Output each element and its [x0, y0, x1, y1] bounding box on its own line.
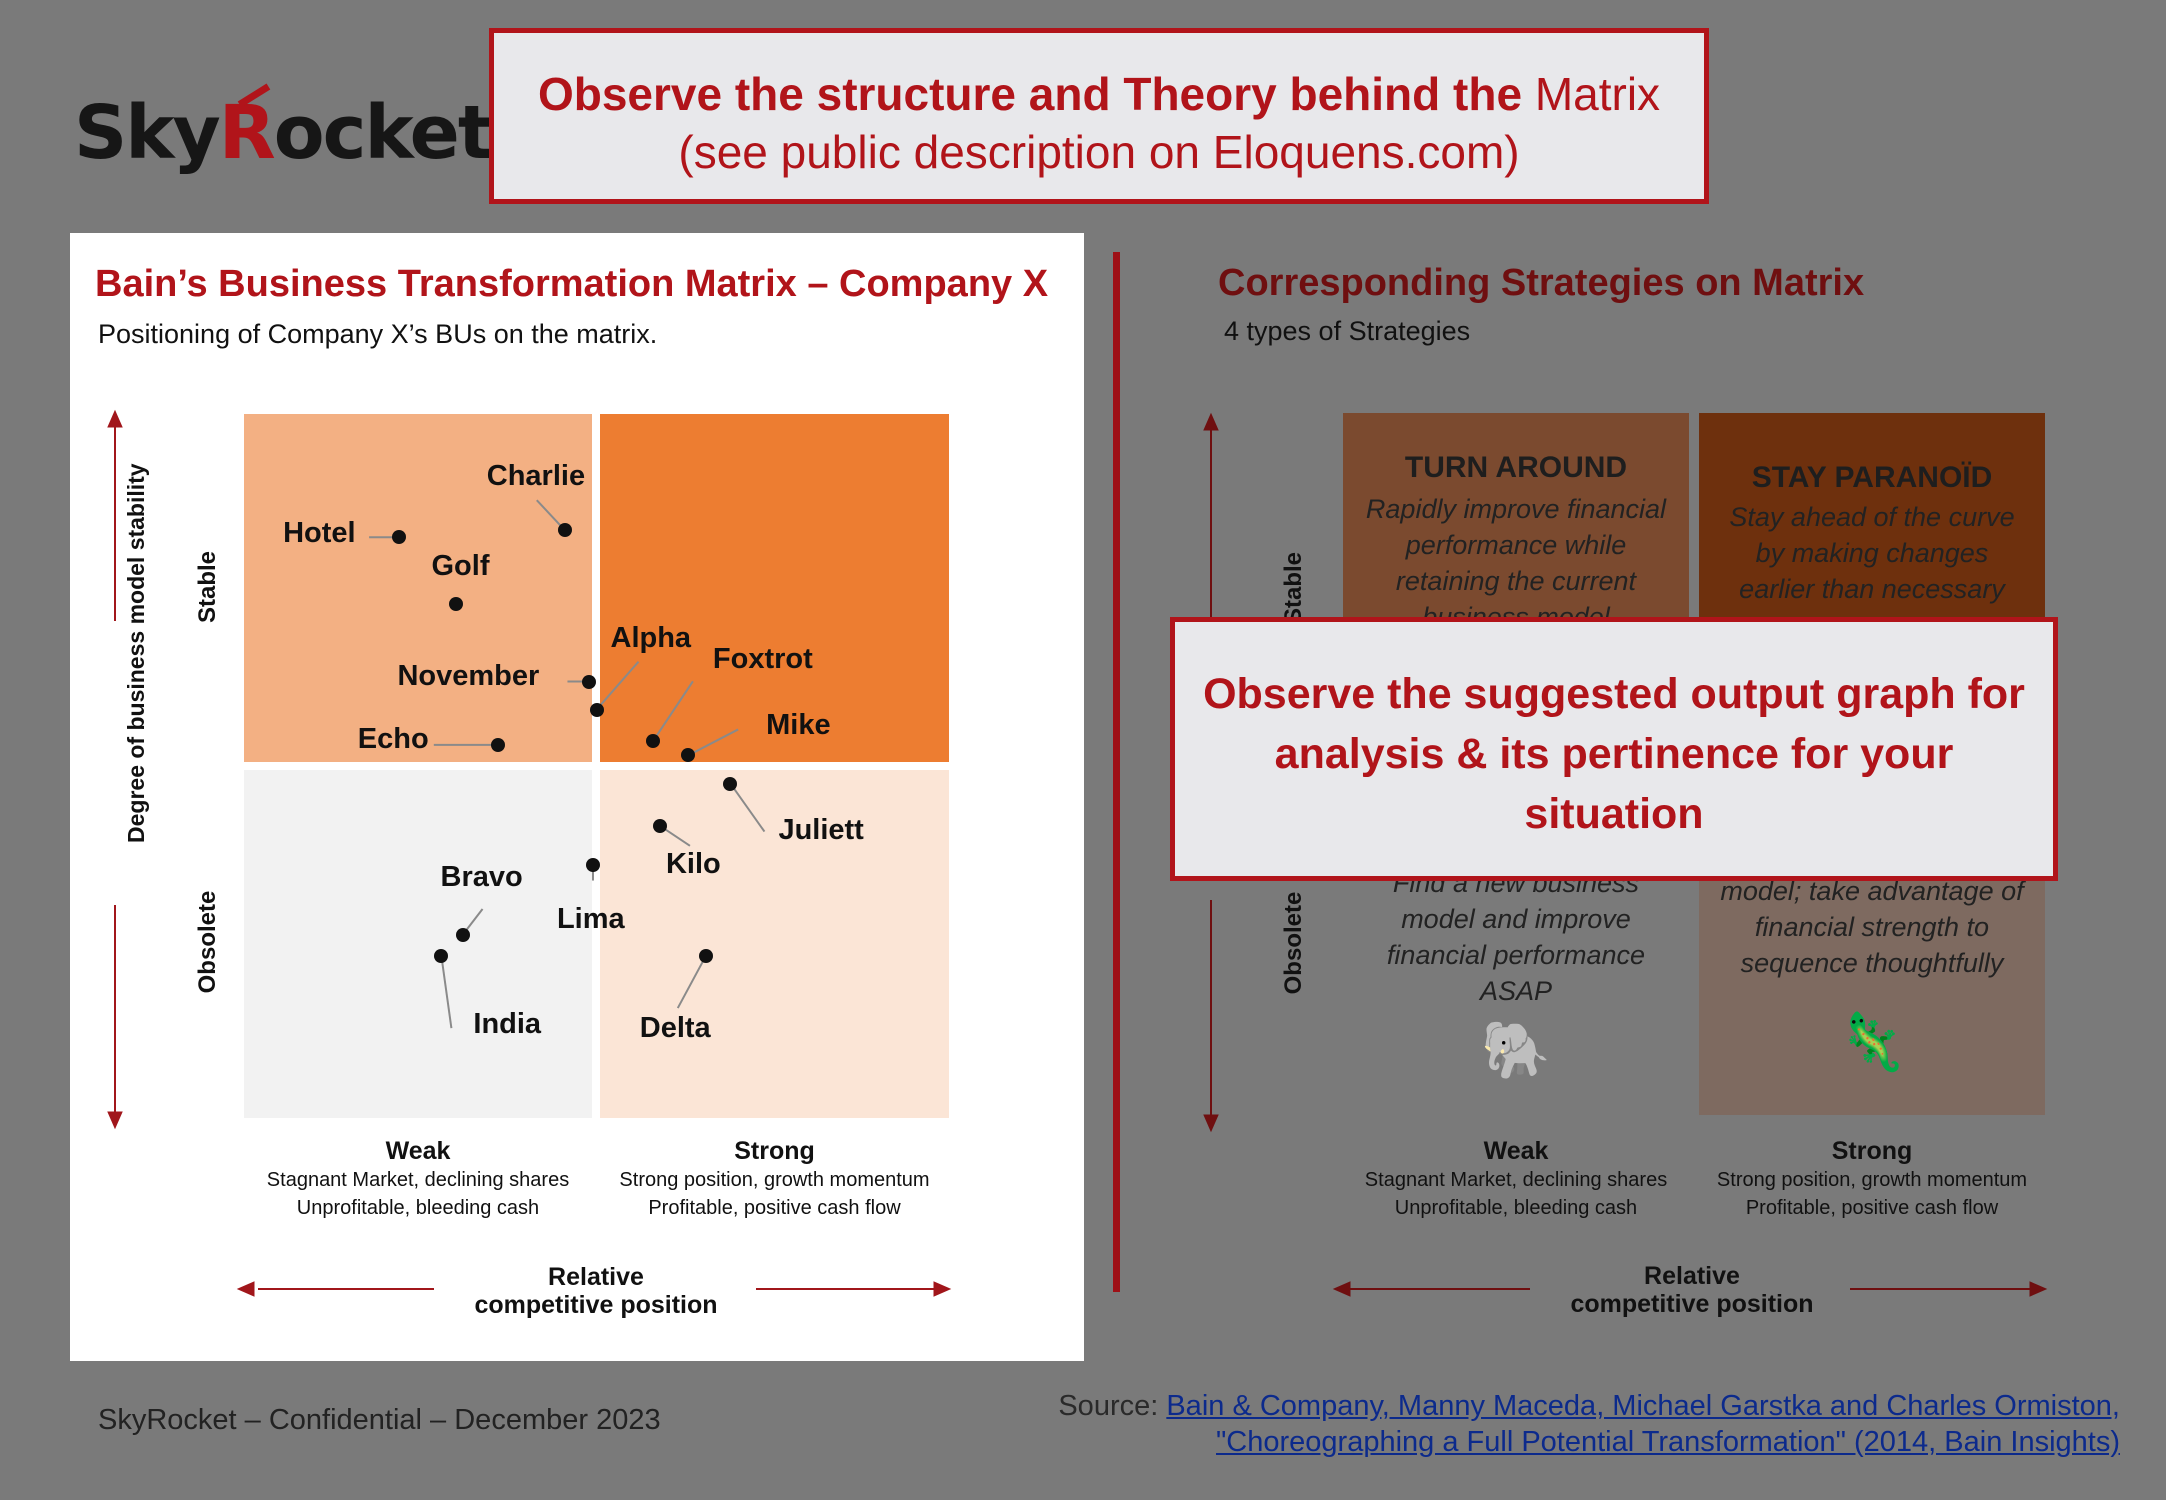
bu-point-foxtrot — [645, 734, 660, 749]
quadrant-bottom-left — [244, 770, 592, 1118]
matrix-subtitle: Positioning of Company X’s BUs on the ma… — [98, 319, 658, 349]
bu-point-bravo — [455, 927, 470, 942]
strategies-axis-arrows — [1203, 412, 2048, 1297]
bu-point-november — [582, 674, 597, 689]
axis-arrows — [107, 409, 952, 1297]
bu-label-echo: Echo — [357, 722, 429, 755]
bu-point-india — [434, 949, 449, 964]
bu-point-alpha — [589, 702, 604, 717]
callout-line2: (see public description on Eloquens.com) — [678, 126, 1520, 178]
top-callout: Observe the structure and Theory behind … — [489, 28, 1709, 204]
leader-line-india — [440, 955, 453, 1029]
leader-line-mike — [687, 728, 739, 757]
bu-point-golf — [448, 597, 463, 612]
matrix-panel: Bain’s Business Transformation Matrix – … — [70, 233, 1084, 1361]
source-citation: Source: Bain & Company, Manny Maceda, Mi… — [1058, 1388, 2120, 1460]
gecko-icon: 🦎 — [1837, 1010, 1907, 1073]
leader-line-foxtrot — [652, 680, 694, 742]
strategies-y-tick-obsolete: Obsolete — [1280, 891, 1307, 995]
source-link-authors[interactable]: Bain & Company, Manny Maceda, Michael Ga… — [1166, 1390, 2120, 1422]
bu-label-mike: Mike — [766, 709, 831, 742]
callout-bold-text: Observe the structure and Theory behind … — [537, 68, 1523, 120]
bu-point-lima — [585, 857, 600, 872]
bu-point-echo — [490, 737, 505, 752]
bu-point-delta — [698, 949, 713, 964]
bu-label-foxtrot: Foxtrot — [712, 643, 813, 676]
bu-scatter: Charlie Hotel Golf November Alpha Foxtrot Echo… — [70, 233, 1084, 1361]
bu-label-juliett: Juliett — [778, 813, 864, 846]
strategies-x-tick-strong: Strong Strong position, growth momentum Pr… — [1716, 1137, 2028, 1219]
bu-label-hotel: Hotel — [283, 517, 356, 550]
source-link-article[interactable]: "Choreographing a Full Potential Transfo… — [1216, 1426, 2120, 1458]
panel-divider — [1113, 252, 1120, 1292]
strategies-x-tick-weak: Weak Stagnant Market, declining shares Unp… — [1364, 1137, 1668, 1219]
bu-label-bravo: Bravo — [440, 860, 523, 893]
bu-label-golf: Golf — [431, 550, 490, 583]
source-label: Source: — [1058, 1390, 1167, 1422]
bu-label-november: November — [397, 659, 540, 692]
bu-point-charlie — [557, 523, 572, 538]
bu-label-india: India — [473, 1008, 542, 1041]
bu-point-juliett — [723, 776, 738, 791]
bu-label-kilo: Kilo — [665, 847, 721, 880]
quadrant-top-left — [244, 414, 592, 762]
bu-label-alpha: Alpha — [610, 621, 692, 654]
bu-label-charlie: Charlie — [486, 460, 586, 493]
strategies-x-axis-title: Relative competitive position — [1570, 1262, 1814, 1318]
footer-confidential: SkyRocket – Confidential – December 2023 — [98, 1404, 661, 1436]
x-tick-weak: Weak Stagnant Market, declining shares Unp… — [266, 1137, 570, 1219]
bu-point-kilo — [652, 818, 667, 833]
bu-label-delta: Delta — [639, 1012, 711, 1045]
strategies-subtitle: 4 types of Strategies — [1224, 316, 1471, 346]
leader-line-juliett — [729, 783, 766, 833]
output-graph-callout: Observe the suggested output graph for a… — [1170, 617, 2058, 881]
strategies-title: Corresponding Strategies on Matrix — [1218, 262, 1865, 304]
bu-label-lima: Lima — [556, 902, 625, 935]
elephant-icon: 🐘 — [1481, 1018, 1551, 1081]
bu-leader-lines — [369, 499, 766, 1029]
x-tick-strong: Strong Strong position, growth momentum Pr… — [619, 1137, 930, 1219]
skyrocket-logo: SkyR ocket — [74, 83, 493, 178]
leader-line-delta — [676, 955, 707, 1009]
matrix-title: Bain’s Business Transformation Matrix – … — [95, 263, 1049, 305]
bu-point-hotel — [392, 530, 407, 545]
quadrant-top-right — [600, 414, 949, 762]
callout-normal-text: Matrix — [1522, 68, 1661, 120]
x-axis-title: Relative competitive position — [474, 1263, 718, 1319]
leader-line-alpha — [595, 661, 640, 711]
bu-point-mike — [681, 748, 696, 763]
